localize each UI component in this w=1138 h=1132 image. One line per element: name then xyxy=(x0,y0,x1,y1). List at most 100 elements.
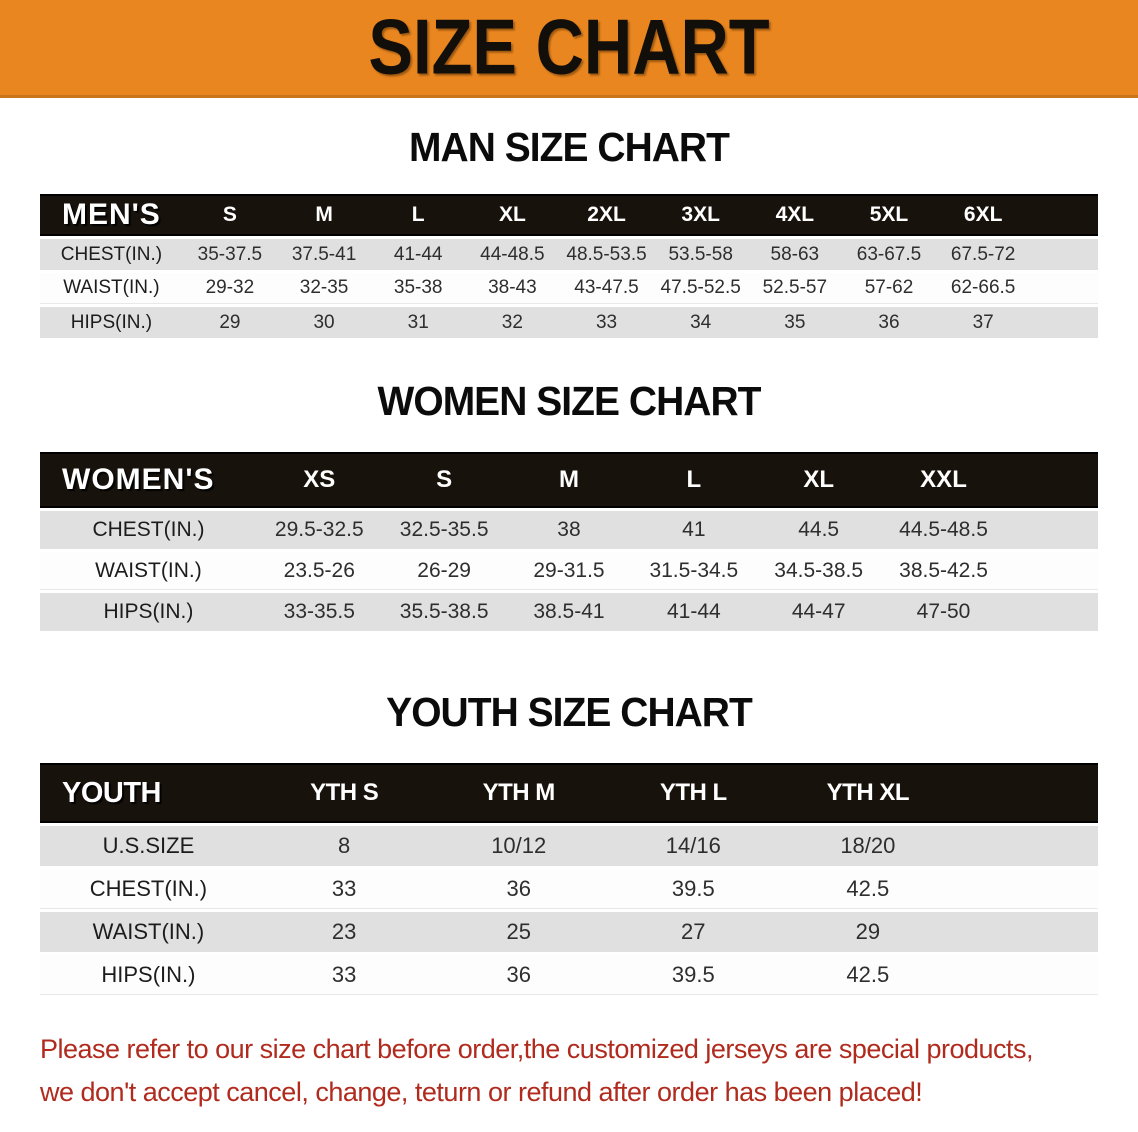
table-cell: 29 xyxy=(780,912,956,953)
row-label: U.S.SIZE xyxy=(40,826,257,867)
spacer-cell xyxy=(1005,552,1098,591)
women-size-header: XL xyxy=(756,452,882,509)
table-cell: 42.5 xyxy=(780,869,956,910)
men-size-header: 4XL xyxy=(747,194,842,237)
disclaimer-line-2: we don't accept cancel, change, teturn o… xyxy=(40,1077,923,1108)
table-cell: 44.5-48.5 xyxy=(881,511,1006,550)
row-label: WAIST(IN.) xyxy=(40,912,257,953)
youth-section: YOUTH SIZE CHART YOUTH YTH S YTH M YTH L… xyxy=(0,690,1138,998)
table-cell: 31.5-34.5 xyxy=(631,552,757,591)
youth-chest-row: CHEST(IN.) 33 36 39.5 42.5 xyxy=(40,869,1098,910)
table-cell: 63-67.5 xyxy=(841,239,937,271)
table-cell: 10/12 xyxy=(431,826,606,867)
page-title: SIZE CHART xyxy=(368,3,770,91)
title-banner: SIZE CHART xyxy=(0,0,1138,98)
disclaimer-line-1: Please refer to our size chart before or… xyxy=(40,1034,1034,1065)
women-size-header: L xyxy=(631,452,757,509)
table-cell: 30 xyxy=(276,307,372,339)
table-cell: 58-63 xyxy=(747,239,842,271)
women-waist-row: WAIST(IN.) 23.5-26 26-29 29-31.5 31.5-34… xyxy=(40,552,1098,591)
spacer-cell xyxy=(1030,239,1098,271)
women-section: WOMEN SIZE CHART WOMEN'S XS S M L XL XXL… xyxy=(0,378,1138,634)
row-label: HIPS(IN.) xyxy=(40,307,183,339)
table-cell: 33 xyxy=(256,869,432,910)
table-cell: 41 xyxy=(631,511,757,550)
youth-size-table: YOUTH YTH S YTH M YTH L YTH XL U.S.SIZE … xyxy=(40,760,1098,998)
table-cell: 37.5-41 xyxy=(276,239,372,271)
youth-ussize-row: U.S.SIZE 8 10/12 14/16 18/20 xyxy=(40,826,1098,867)
table-cell: 38.5-41 xyxy=(506,593,632,632)
men-size-header: 5XL xyxy=(841,194,937,237)
table-cell: 44-47 xyxy=(756,593,882,632)
table-cell: 35-38 xyxy=(371,273,466,305)
table-cell: 34.5-38.5 xyxy=(756,552,882,591)
men-size-table: MEN'S S M L XL 2XL 3XL 4XL 5XL 6XL CHEST… xyxy=(40,191,1098,341)
spacer-cell xyxy=(955,826,1098,867)
spacer-cell xyxy=(955,912,1098,953)
women-hips-row: HIPS(IN.) 33-35.5 35.5-38.5 38.5-41 41-4… xyxy=(40,593,1098,632)
men-chest-row: CHEST(IN.) 35-37.5 37.5-41 41-44 44-48.5… xyxy=(40,239,1098,271)
table-cell: 25 xyxy=(431,912,606,953)
table-cell: 42.5 xyxy=(780,955,956,996)
spacer-cell xyxy=(955,955,1098,996)
youth-section-heading: YOUTH SIZE CHART xyxy=(386,689,753,736)
table-cell: 33 xyxy=(256,955,432,996)
spacer-cell xyxy=(1005,511,1098,550)
table-cell: 29.5-32.5 xyxy=(256,511,382,550)
table-cell: 44.5 xyxy=(756,511,882,550)
table-cell: 23 xyxy=(256,912,432,953)
table-cell: 47.5-52.5 xyxy=(653,273,748,305)
table-cell: 29 xyxy=(182,307,277,339)
table-cell: 14/16 xyxy=(606,826,781,867)
table-cell: 67.5-72 xyxy=(936,239,1031,271)
spacer-cell xyxy=(955,869,1098,910)
women-size-table: WOMEN'S XS S M L XL XXL CHEST(IN.) 29.5-… xyxy=(40,449,1098,634)
table-cell: 41-44 xyxy=(371,239,466,271)
table-cell: 43-47.5 xyxy=(559,273,654,305)
women-section-heading: WOMEN SIZE CHART xyxy=(377,378,762,425)
spacer-cell xyxy=(1030,273,1098,305)
men-header-row: MEN'S S M L XL 2XL 3XL 4XL 5XL 6XL xyxy=(40,194,1098,237)
spacer-cell xyxy=(1030,194,1098,237)
youth-size-header: YTH XL xyxy=(780,763,956,824)
youth-waist-row: WAIST(IN.) 23 25 27 29 xyxy=(40,912,1098,953)
women-chest-row: CHEST(IN.) 29.5-32.5 32.5-35.5 38 41 44.… xyxy=(40,511,1098,550)
youth-size-header: YTH L xyxy=(606,763,781,824)
table-cell: 18/20 xyxy=(780,826,956,867)
table-cell: 32 xyxy=(465,307,560,339)
women-size-header: XXL xyxy=(881,452,1006,509)
spacer-cell xyxy=(955,763,1098,824)
men-size-header: 3XL xyxy=(653,194,748,237)
youth-hips-row: HIPS(IN.) 33 36 39.5 42.5 xyxy=(40,955,1098,996)
men-size-header: L xyxy=(371,194,466,237)
men-section-heading: MAN SIZE CHART xyxy=(409,124,730,170)
row-label: CHEST(IN.) xyxy=(40,511,257,550)
spacer-cell xyxy=(1005,593,1098,632)
table-cell: 39.5 xyxy=(606,955,781,996)
table-cell: 53.5-58 xyxy=(653,239,748,271)
table-cell: 52.5-57 xyxy=(747,273,842,305)
table-cell: 35.5-38.5 xyxy=(381,593,507,632)
table-cell: 36 xyxy=(431,869,606,910)
table-cell: 48.5-53.5 xyxy=(559,239,654,271)
table-cell: 38 xyxy=(506,511,632,550)
table-cell: 33-35.5 xyxy=(256,593,382,632)
table-cell: 37 xyxy=(936,307,1031,339)
youth-corner-label: YOUTH xyxy=(40,763,257,824)
row-label: WAIST(IN.) xyxy=(40,273,183,305)
youth-size-header: YTH M xyxy=(431,763,606,824)
men-size-header: 2XL xyxy=(559,194,654,237)
youth-header-row: YOUTH YTH S YTH M YTH L YTH XL xyxy=(40,763,1098,824)
table-cell: 44-48.5 xyxy=(465,239,560,271)
table-cell: 29-32 xyxy=(182,273,277,305)
men-size-header: M xyxy=(276,194,372,237)
table-cell: 62-66.5 xyxy=(936,273,1031,305)
table-cell: 31 xyxy=(371,307,466,339)
row-label: HIPS(IN.) xyxy=(40,955,257,996)
disclaimer-note: Please refer to our size chart before or… xyxy=(40,1028,1138,1114)
men-size-header: S xyxy=(182,194,277,237)
table-cell: 32.5-35.5 xyxy=(381,511,507,550)
women-size-header: XS xyxy=(256,452,382,509)
men-corner-label: MEN'S xyxy=(40,194,183,237)
table-cell: 34 xyxy=(653,307,748,339)
